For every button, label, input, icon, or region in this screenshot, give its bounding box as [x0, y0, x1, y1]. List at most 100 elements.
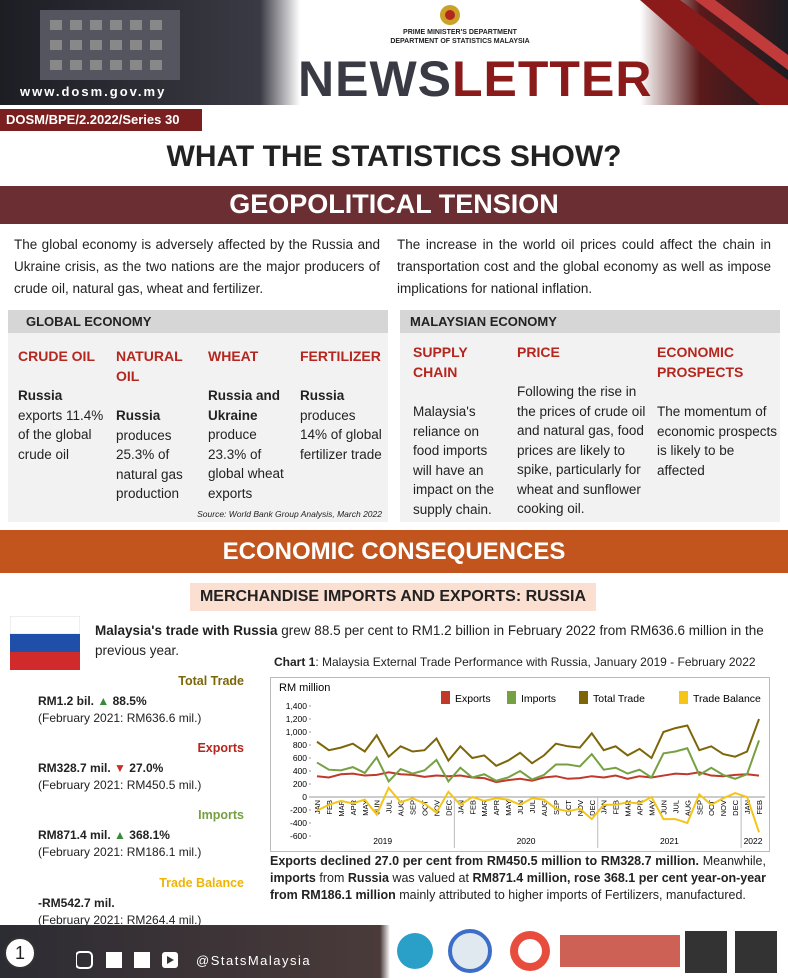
x-tick-label: JUL: [671, 800, 680, 813]
value: RM1.2 bil.: [38, 694, 95, 708]
legend-swatch: [679, 691, 688, 704]
x-tick-label: MAY: [504, 800, 513, 816]
column-text: Following the rise in the prices of crud…: [517, 384, 646, 516]
change: 27.0%: [129, 761, 164, 775]
summary-part: mainly attributed to higher imports of F…: [395, 888, 746, 902]
series-line: [316, 786, 760, 833]
indicator: Trade Balance -RM542.7 mil. (February 2021…: [38, 876, 244, 927]
x-tick-label: JAN: [313, 800, 322, 814]
column-title: FERTILIZER: [300, 348, 381, 364]
summary-part: Meanwhile,: [699, 854, 766, 868]
column-title: CRUDE OIL: [18, 348, 95, 364]
column-text: exports 11.4% of the global crude oil: [18, 407, 104, 462]
column: PRICE Following the rise in the prices of…: [517, 342, 647, 519]
summary-part: RM871.4 million, rose 368.1 per cent yea…: [270, 871, 766, 902]
comparison: (February 2021: RM636.6 mil.): [38, 711, 202, 725]
x-tick-label: JAN: [600, 800, 609, 814]
x-tick-label: MAR: [480, 799, 489, 816]
change: 368.1%: [129, 828, 170, 842]
website: www.dosm.gov.my: [20, 84, 167, 99]
x-tick-label: JAN: [743, 800, 752, 814]
change: 88.5%: [112, 694, 147, 708]
column-bold: Russia and Ukraine: [208, 388, 281, 423]
chart-title-text: : Malaysia External Trade Performance wi…: [315, 655, 756, 669]
legend-label: Total Trade: [593, 693, 645, 705]
lead-bold: Malaysia's trade with Russia: [95, 623, 278, 638]
column: WHEAT Russia and Ukraine produce 23.3% of …: [208, 346, 292, 503]
lead-text: Malaysia's trade with Russia grew 88.5 p…: [95, 621, 765, 661]
column-bold: Russia: [18, 388, 63, 403]
indicator-label: Total Trade: [178, 674, 244, 688]
column-text: produces 14% of global fertilizer trade: [300, 407, 382, 462]
x-tick-label: FEB: [612, 800, 621, 815]
y-tick-label: 400: [293, 766, 307, 776]
indicator-label: Exports: [197, 741, 244, 755]
title-part: NEWS: [298, 51, 452, 107]
x-tick-label: FEB: [755, 800, 764, 815]
y-tick-label: 1,200: [286, 714, 308, 724]
header-banner: PRIME MINISTER'S DEPARTMENT DEPARTMENT O…: [0, 0, 788, 108]
x-tick-label: JAN: [456, 800, 465, 814]
column-text: The momentum of economic prospects is li…: [657, 404, 778, 478]
comparison: (February 2021: RM450.5 mil.): [38, 778, 202, 792]
y-tick-label: 1,400: [286, 701, 308, 711]
x-tick-label: SEP: [552, 800, 561, 815]
intro-left: The global economy is adversely affected…: [14, 234, 380, 300]
global-economy-box: GLOBAL ECONOMY CRUDE OIL Russia exports 11…: [8, 310, 388, 522]
column-title: PRICE: [517, 344, 560, 360]
column: NATURAL OIL Russia produces 25.3% of natur…: [116, 346, 200, 504]
legend-label: Trade Balance: [693, 693, 761, 705]
x-tick-label: MAY: [648, 800, 657, 816]
legend-label: Imports: [521, 693, 556, 705]
x-tick-label: FEB: [468, 800, 477, 815]
indicator-label: Trade Balance: [159, 876, 244, 890]
legend-label: Exports: [455, 693, 491, 705]
column: ECONOMIC PROSPECTS The momentum of econom…: [657, 342, 779, 480]
series-line: [316, 771, 760, 784]
y-tick-label: -200: [290, 805, 307, 815]
x-tick-label: OCT: [564, 800, 573, 816]
building-graphic: [40, 10, 180, 80]
logo: [440, 5, 460, 25]
series-line: [316, 740, 760, 784]
x-tick-label: DEC: [588, 799, 597, 815]
x-tick-label: AUG: [397, 800, 406, 816]
chart: RM million -600 -400 -200 0 200 400 600 800 1,00…: [270, 677, 770, 852]
x-tick-label: SEP: [695, 800, 704, 815]
subsection-title: MERCHANDISE IMPORTS AND EXPORTS: RUSSIA: [190, 583, 596, 611]
x-tick-label: DEC: [731, 799, 740, 815]
column-bold: Russia: [116, 408, 161, 423]
x-group-label: 2022: [744, 836, 763, 846]
up-arrow: ▲: [97, 694, 110, 708]
x-tick-label: JUN: [659, 800, 668, 815]
column-text: Malaysia's reliance on food imports will…: [413, 404, 495, 517]
x-tick-label: NOV: [432, 800, 441, 816]
column: FERTILIZER Russia produces 14% of global f…: [300, 346, 386, 464]
x-tick-label: NOV: [719, 800, 728, 816]
x-group-label: 2021: [660, 836, 679, 846]
lead-rest: grew 88.5 per cent to RM1.2 billion in F…: [95, 623, 764, 658]
x-tick-label: JUN: [373, 800, 382, 815]
x-tick-label: APR: [492, 799, 501, 815]
x-tick-label: MAY: [361, 800, 370, 816]
indicator: Imports RM871.4 mil. ▲ 368.1% (February 20…: [38, 808, 244, 859]
y-axis-label: RM million: [279, 682, 330, 694]
x-tick-label: JUL: [528, 800, 537, 813]
x-tick-label: MAR: [624, 799, 633, 816]
x-tick-label: SEP: [409, 800, 418, 815]
legend-swatch: [441, 691, 450, 704]
comparison: (February 2021: RM186.1 mil.): [38, 845, 202, 859]
footer: 1 @StatsMalaysia: [0, 925, 788, 978]
x-group-label: 2019: [373, 836, 392, 846]
column-title: ECONOMIC PROSPECTS: [657, 344, 744, 380]
x-tick-label: OCT: [707, 800, 716, 816]
indicator: Total Trade RM1.2 bil. ▲ 88.5% (February 2…: [38, 674, 244, 725]
indicator-value: RM1.2 bil. ▲ 88.5%: [38, 694, 244, 708]
legend-swatch: [507, 691, 516, 704]
y-tick-label: 800: [293, 740, 307, 750]
column-bold: Russia: [300, 388, 345, 403]
indicator-value: RM328.7 mil. ▼ 27.0%: [38, 761, 244, 775]
y-tick-label: 200: [293, 779, 307, 789]
summary-part: Russia: [347, 871, 389, 885]
newsletter-title: NEWSLETTER: [298, 50, 652, 108]
